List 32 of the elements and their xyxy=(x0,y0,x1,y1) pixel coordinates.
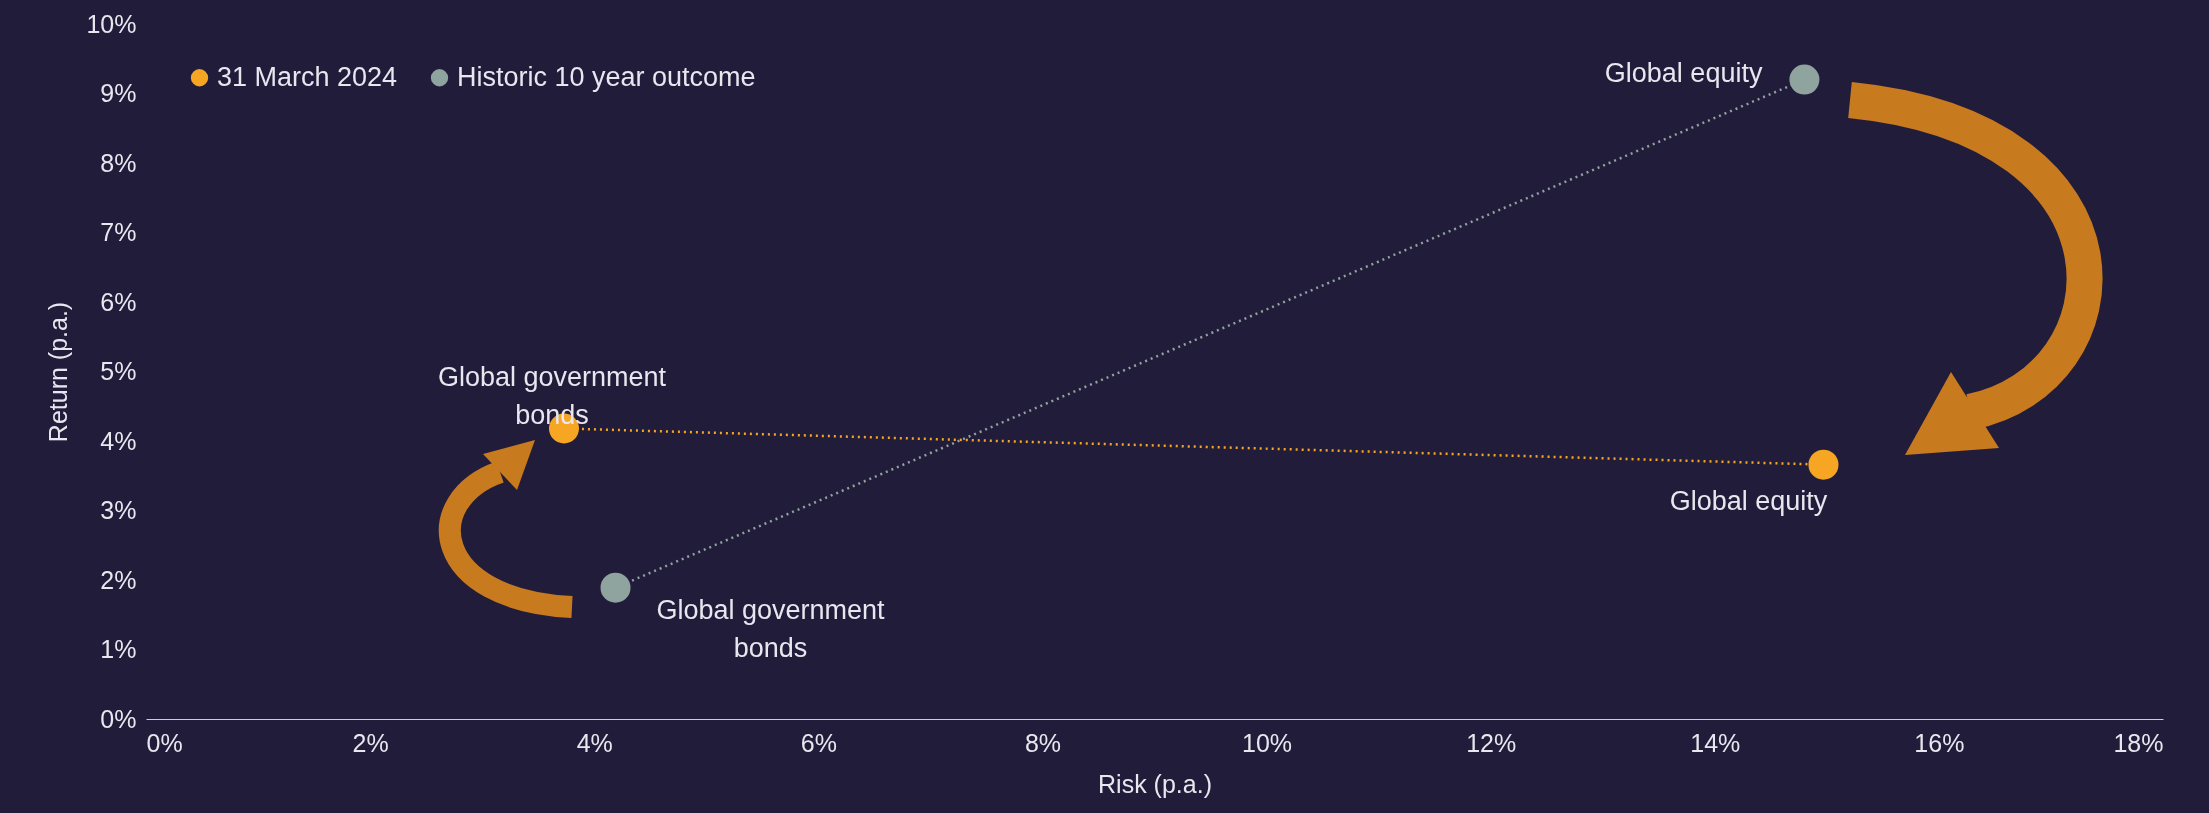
y-tick-label: 7% xyxy=(100,218,137,246)
y-tick-label: 8% xyxy=(100,148,137,177)
point xyxy=(600,572,631,603)
y-tick-label: 0% xyxy=(100,704,137,733)
y-tick-label: 1% xyxy=(100,635,137,663)
x-tick-label: 6% xyxy=(800,728,837,757)
annotation: Global government bonds xyxy=(437,362,667,431)
y-tick-label: 6% xyxy=(100,287,137,316)
y-tick-label: 5% xyxy=(100,357,137,385)
x-tick-label: 0% xyxy=(146,728,183,757)
y-tick-label: 10% xyxy=(86,9,137,38)
x-axis-title: Risk (p.a.) xyxy=(1098,769,1212,798)
y-axis-title: Return (p.a.) xyxy=(44,301,73,443)
x-tick-label: 4% xyxy=(576,728,613,757)
x-tick-label: 14% xyxy=(1690,728,1741,757)
x-tick-label: 16% xyxy=(1914,728,1965,757)
x-tick-label: 12% xyxy=(1466,728,1517,757)
annotation: Global equity xyxy=(1604,57,1763,88)
point xyxy=(1789,64,1820,95)
legend-label: Historic 10 year outcome xyxy=(457,61,756,92)
x-tick-label: 18% xyxy=(2113,728,2164,757)
y-tick-label: 9% xyxy=(100,79,137,107)
x-tick-label: 10% xyxy=(1242,728,1293,757)
annotation: Global equity xyxy=(1669,485,1828,516)
legend-label: 31 March 2024 xyxy=(217,61,398,92)
x-tick-label: 8% xyxy=(1024,728,1062,757)
annotation: Global government bonds xyxy=(656,594,886,663)
y-tick-label: 2% xyxy=(100,565,137,594)
y-tick-label: 4% xyxy=(100,426,137,455)
y-tick-label: 3% xyxy=(100,496,137,524)
point xyxy=(1808,449,1839,480)
x-tick-label: 2% xyxy=(352,728,389,757)
